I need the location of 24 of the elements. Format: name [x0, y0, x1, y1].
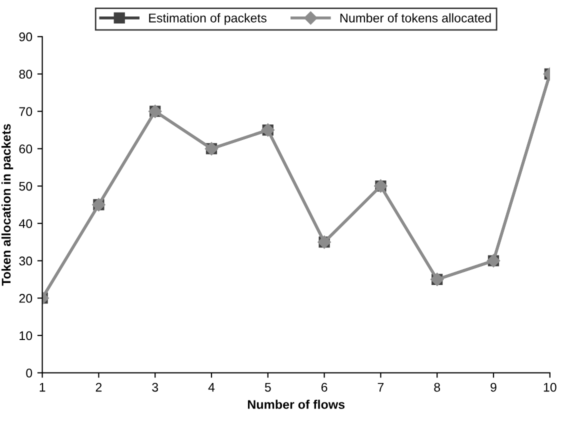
- y-tick-label: 70: [19, 107, 32, 116]
- y-tick-label: 10: [20, 331, 32, 340]
- x-tick-label: 5: [264, 382, 271, 392]
- y-tick-label: 40: [18, 219, 32, 228]
- x-axis-title: Number of flows: [248, 400, 345, 409]
- x-tick-label: 9: [490, 382, 496, 392]
- x-tick-label: 7: [378, 382, 384, 392]
- y-tick-label: 60: [19, 144, 32, 154]
- x-tick-label: 6: [321, 382, 328, 392]
- x-tick-label: 1: [40, 382, 46, 392]
- x-tick-label: 4: [208, 382, 215, 392]
- y-tick-label: 50: [19, 182, 32, 191]
- x-tick-label: 2: [96, 382, 102, 392]
- x-tick-label: 10: [544, 382, 556, 392]
- legend-label: Estimation of packets: [149, 13, 266, 25]
- x-tick-label: 3: [152, 382, 158, 392]
- y-tick-label: 80: [19, 70, 32, 79]
- legend-label: Number of tokens allocated: [340, 13, 491, 22]
- x-tick-label: 8: [434, 382, 440, 392]
- y-tick-label: 0: [26, 368, 32, 378]
- y-tick-label: 90: [19, 32, 32, 42]
- y-tick-label: 20: [19, 294, 32, 303]
- y-tick-label: 30: [19, 256, 32, 266]
- y-axis-title: Token allocation in packets: [1, 124, 14, 286]
